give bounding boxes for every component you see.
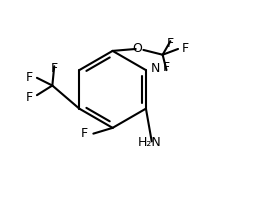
Text: F: F — [167, 37, 174, 50]
Text: F: F — [182, 42, 189, 55]
Text: F: F — [51, 62, 58, 75]
Text: F: F — [26, 71, 33, 84]
Text: F: F — [163, 61, 170, 74]
Text: N: N — [151, 62, 160, 75]
Text: F: F — [26, 90, 33, 104]
Text: H₂N: H₂N — [138, 136, 162, 149]
Text: O: O — [133, 42, 143, 55]
Text: F: F — [80, 127, 88, 140]
